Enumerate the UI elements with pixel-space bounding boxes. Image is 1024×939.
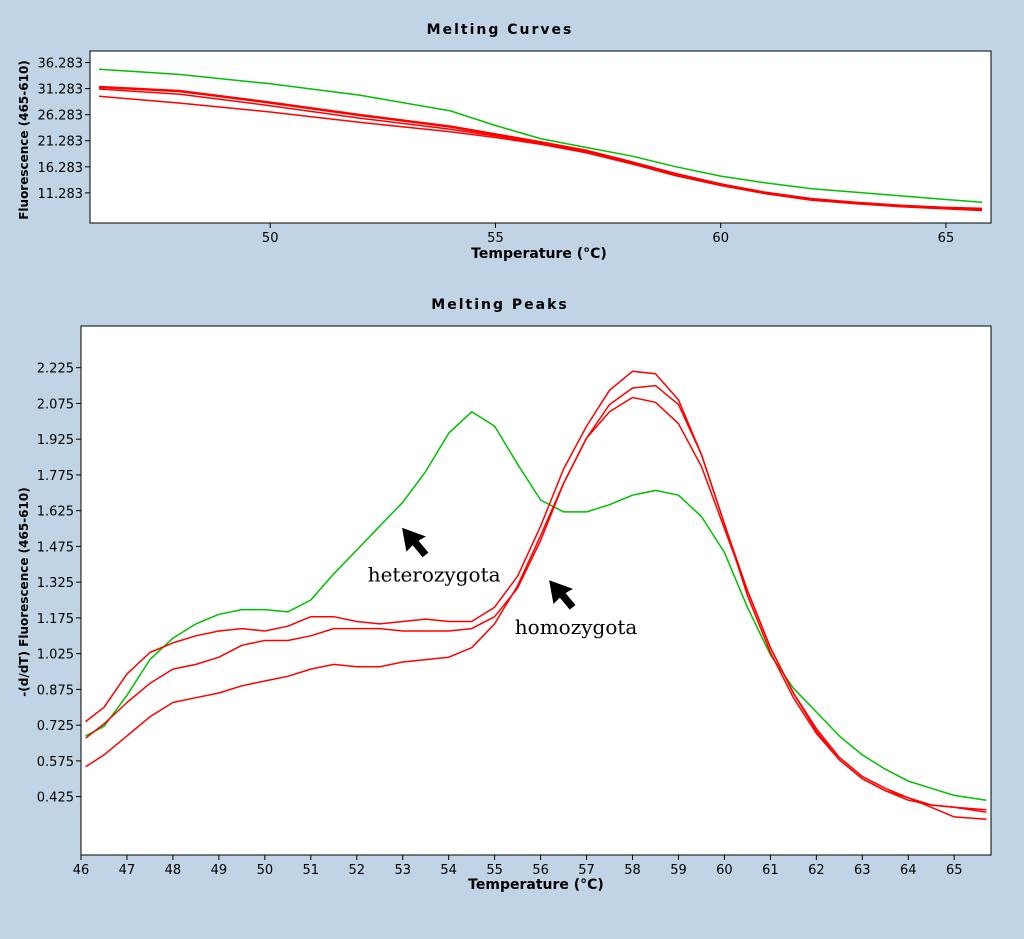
x-tick-label-0-3: 65 xyxy=(938,231,955,246)
y-tick-label-0-1: 31.283 xyxy=(38,83,84,98)
x-tick-label-1-2: 48 xyxy=(165,863,182,878)
x-tick-label-0-2: 60 xyxy=(712,231,729,246)
x-axis-label-curves: Temperature (°C) xyxy=(471,246,607,262)
y-tick-label-1-5: 1.475 xyxy=(37,540,74,555)
y-tick-label-0-4: 16.283 xyxy=(38,161,84,176)
y-tick-label-1-0: 2.225 xyxy=(37,362,74,377)
series-line-0-green xyxy=(98,68,983,203)
y-tick-label-0-2: 26.283 xyxy=(38,109,84,124)
x-tick-label-1-10: 56 xyxy=(532,863,549,878)
x-tick-label-1-3: 49 xyxy=(211,863,228,878)
x-tick-label-1-4: 50 xyxy=(257,863,274,878)
y-tick-label-1-11: 0.575 xyxy=(37,755,74,770)
x-tick-label-1-12: 58 xyxy=(624,863,641,878)
y-tick-label-1-1: 2.075 xyxy=(37,397,74,412)
y-tick-label-1-10: 0.725 xyxy=(37,719,74,734)
y-tick-label-0-5: 11.283 xyxy=(38,187,84,202)
chart-title-peaks: Melting Peaks xyxy=(431,297,569,313)
series-line-1-homozygota-3 xyxy=(85,396,987,821)
series-line-1-homozygota-2 xyxy=(85,384,987,811)
x-tick-label-1-15: 61 xyxy=(762,863,779,878)
x-tick-label-1-19: 65 xyxy=(946,863,963,878)
x-tick-label-1-18: 64 xyxy=(900,863,917,878)
annotation-arrow-1 xyxy=(549,580,576,610)
series-line-1-heterozygota xyxy=(85,411,987,801)
y-tick-label-1-12: 0.425 xyxy=(37,791,74,806)
x-tick-label-1-16: 62 xyxy=(808,863,825,878)
x-tick-label-1-0: 46 xyxy=(73,863,90,878)
annotation-label-0: heterozygota xyxy=(368,563,501,587)
x-tick-label-1-14: 60 xyxy=(716,863,733,878)
y-tick-label-1-2: 1.925 xyxy=(37,433,74,448)
x-tick-label-1-8: 54 xyxy=(440,863,457,878)
y-tick-label-1-6: 1.325 xyxy=(37,576,74,591)
y-tick-label-1-8: 1.025 xyxy=(37,648,74,663)
y-tick-label-0-3: 21.283 xyxy=(38,135,84,150)
x-axis-label-peaks: Temperature (°C) xyxy=(468,877,604,893)
x-tick-label-1-1: 47 xyxy=(119,863,136,878)
x-tick-label-1-9: 55 xyxy=(486,863,503,878)
x-tick-label-1-7: 53 xyxy=(394,863,411,878)
x-tick-label-0-0: 50 xyxy=(262,231,279,246)
chart-title-curves: Melting Curves xyxy=(426,22,574,38)
x-tick-label-0-1: 55 xyxy=(487,231,504,246)
y-tick-label-1-7: 1.175 xyxy=(37,612,74,627)
y-tick-label-0-0: 36.283 xyxy=(38,57,84,72)
y-tick-label-1-9: 0.875 xyxy=(37,683,74,698)
x-tick-label-1-11: 57 xyxy=(578,863,595,878)
annotation-label-1: homozygota xyxy=(515,615,638,639)
x-tick-label-1-5: 51 xyxy=(303,863,320,878)
x-tick-label-1-17: 63 xyxy=(854,863,871,878)
x-tick-label-1-6: 52 xyxy=(348,863,365,878)
plot-area-0 xyxy=(89,50,992,224)
y-tick-label-1-4: 1.625 xyxy=(37,505,74,520)
plot-area-1 xyxy=(80,325,992,856)
y-tick-label-1-3: 1.775 xyxy=(37,469,74,484)
annotation-arrow-0 xyxy=(402,527,429,558)
x-tick-label-1-13: 59 xyxy=(670,863,687,878)
series-line-1-homozygota-1 xyxy=(85,370,987,813)
series-line-0-red-3 xyxy=(98,95,983,212)
